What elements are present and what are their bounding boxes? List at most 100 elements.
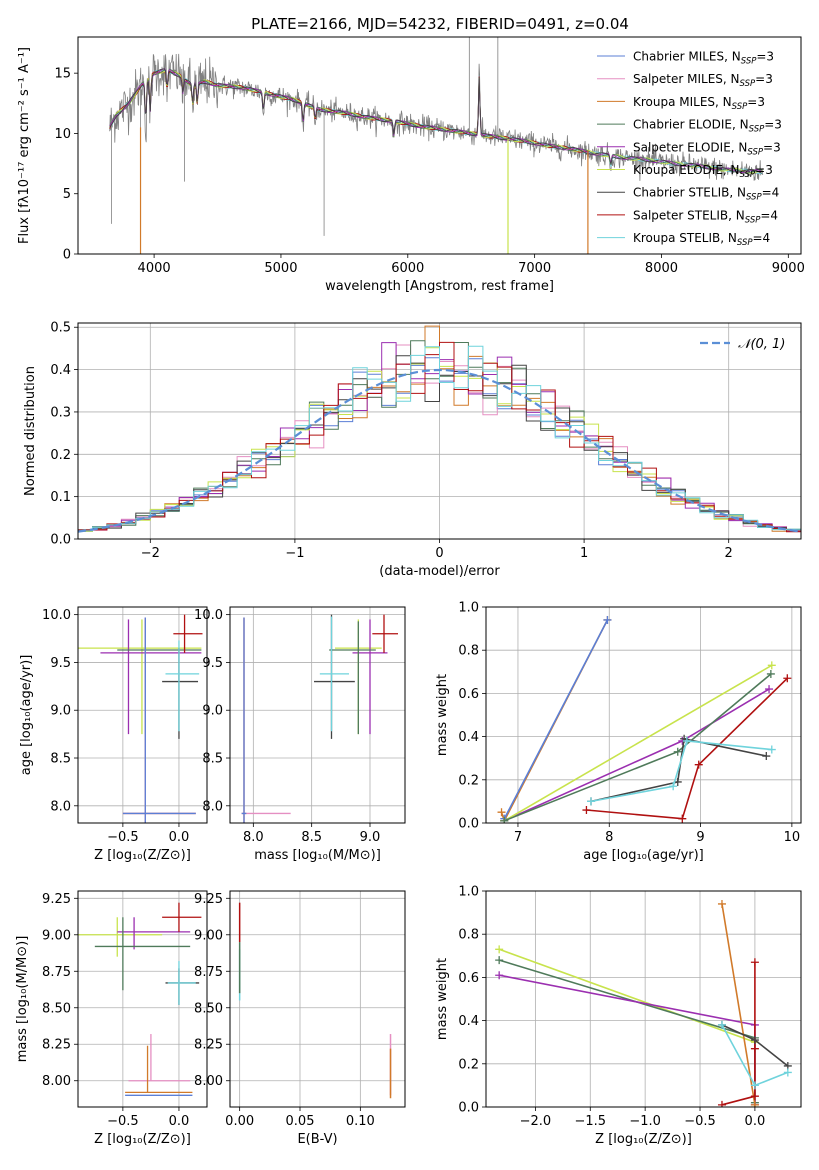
model-salpeter_elodie [109,67,763,173]
axes-frame [77,606,208,824]
marker-kroupa_stelib [783,1068,792,1077]
marker-salpeter_elodie [765,685,774,694]
marker-kroupa_miles [750,1100,759,1107]
y-tick-label: 8.5 [202,752,223,767]
legend-tail: =4 [760,208,778,222]
y-tick-label: 9.25 [42,892,71,907]
series-chabrier_miles [503,619,609,820]
x-axis-label: Z [log₁₀(Z/Z⊙)] [94,848,191,863]
x-axis-label: wavelength [Angstrom, rest frame] [325,279,554,294]
marker-kroupa_miles [497,808,506,817]
y-tick-label: 15 [54,67,71,82]
model-chabrier_stelib [109,68,763,174]
legend-tail: =3 [756,50,774,64]
x-tick-label: 2 [725,546,733,561]
y-tick-label: 0.0 [458,817,479,832]
y-tick-label: 9.25 [194,892,223,907]
x-tick-label: 5000 [264,261,297,276]
y-tick-label: 0.4 [458,1014,479,1029]
y-axis-label: mass weight [435,958,450,1040]
weight-lines [495,899,792,1107]
y-tick-label: 0.2 [50,448,71,463]
y-tick-label: 8.25 [194,1038,223,1053]
axes-frame [77,322,802,540]
legend-label: 𝒩(0, 1) [738,337,785,352]
y-tick-label: 8.75 [42,965,71,980]
legend-sub: SSP [746,193,762,203]
marker-kroupa_stelib [767,745,776,754]
legend-tail: =3 [763,140,781,154]
x-axis-label: E(B-V) [297,1132,337,1147]
gaussian-curve [78,368,801,533]
y-tick-label: 9.0 [50,704,71,719]
y-tick-label: 10 [54,127,71,142]
x-tick-label: 4000 [138,261,171,276]
age_vs_Z-panel: −0.5 0.0 8.0 8.5 9.0 9.5 10.0 Z [log₁₀(Z/Z⊙)] ag… [19,606,208,863]
legend-label: Chabrier ELODIE, NSSP=3 [633,118,782,135]
x-tick-label: −1 [285,546,304,561]
x-tick-label: −1.0 [629,1114,661,1129]
legend-tail: =4 [753,231,771,245]
marker-salpeter_stelib [694,760,703,769]
series-chabrier_elodie [504,673,772,822]
series-salpeter_stelib [721,962,756,1106]
x-tick-label: 0.0 [745,1114,766,1129]
marker-kroupa_elodie [495,945,504,954]
hist-kroupa_stelib [78,345,801,539]
legend-sub: SSP [740,79,756,89]
y-tick-label: 8.0 [50,799,71,814]
marker-kroupa_stelib [587,797,595,806]
marker-kroupa_stelib [750,1081,759,1090]
y-tick-label: 0 [63,248,71,263]
y-tick-label: 8.50 [194,1001,223,1016]
axes-frame [229,606,406,824]
series-kroupa_stelib [590,740,772,803]
legend-label: Chabrier MILES, NSSP=3 [633,50,774,67]
x-tick-label: −1.5 [574,1114,606,1129]
marker-salpeter_stelib [717,1100,726,1107]
legend-label: Chabrier STELIB, NSSP=4 [633,186,779,203]
y-tick-label: 0.2 [458,1057,479,1072]
series-salpeter_elodie [499,974,756,1105]
y-tick-label: 1.0 [458,885,479,900]
legend-sub: SSP [747,147,763,157]
y-tick-label: 8.75 [194,965,223,980]
x-tick-label: −0.5 [684,1114,716,1129]
y-axis-label: age [log₁₀(age/yr)] [19,655,34,776]
legend-label: Salpeter MILES, NSSP=3 [633,72,773,89]
y-tick-label: 8.0 [202,799,223,814]
y-axis-label: mass weight [435,674,450,756]
marker-chabrier_miles [603,615,612,624]
y-tick-label: 0.5 [50,321,71,336]
y-tick-label: 8.00 [194,1074,223,1089]
spectrum-panel: 4000 5000 6000 7000 8000 9000 0 5 10 15 wavelength… [17,36,805,294]
y-tick-label: 0.6 [458,687,479,702]
x-tick-label: 0.0 [169,1114,190,1129]
x-tick-label: 0.00 [225,1114,254,1129]
axes-frame [485,890,802,1108]
x-tick-label: 8000 [645,261,678,276]
y-tick-label: 0.1 [50,490,71,505]
legend-sub: SSP [732,102,748,112]
x-tick-label: 7000 [518,261,551,276]
x-axis-label: Z [log₁₀(Z/Z⊙)] [595,1132,692,1147]
x-axis-label: mass [log₁₀(M/M⊙)] [254,848,381,863]
y-tick-label: 0.8 [458,928,479,943]
marker-kroupa_stelib [669,782,678,791]
y-tick-label: 1.0 [458,601,479,616]
legend-tail: =3 [747,95,765,109]
legend-sub: SSP [745,215,761,225]
mass_vs_Z-panel: −0.5 0.0 8.00 8.25 8.50 8.75 9.00 9.25 Z [log₁₀(… [15,890,208,1147]
x-tick-label: 9.0 [360,830,381,845]
y-tick-label: 9.5 [50,656,71,671]
legend: Chabrier MILES, NSSP=3 Salpeter MILES, NS… [597,50,782,248]
marker-chabrier_stelib [750,1036,759,1045]
weight-lines [497,615,792,823]
axes-frame [77,890,208,1108]
axes-frame [77,36,802,255]
y-tick-label: 8.00 [42,1074,71,1089]
x-tick-label: 6000 [391,261,424,276]
x-tick-label: 8.0 [243,830,264,845]
model-salpeter_stelib [109,71,588,153]
legend-label: Salpeter ELODIE, NSSP=3 [633,140,781,157]
